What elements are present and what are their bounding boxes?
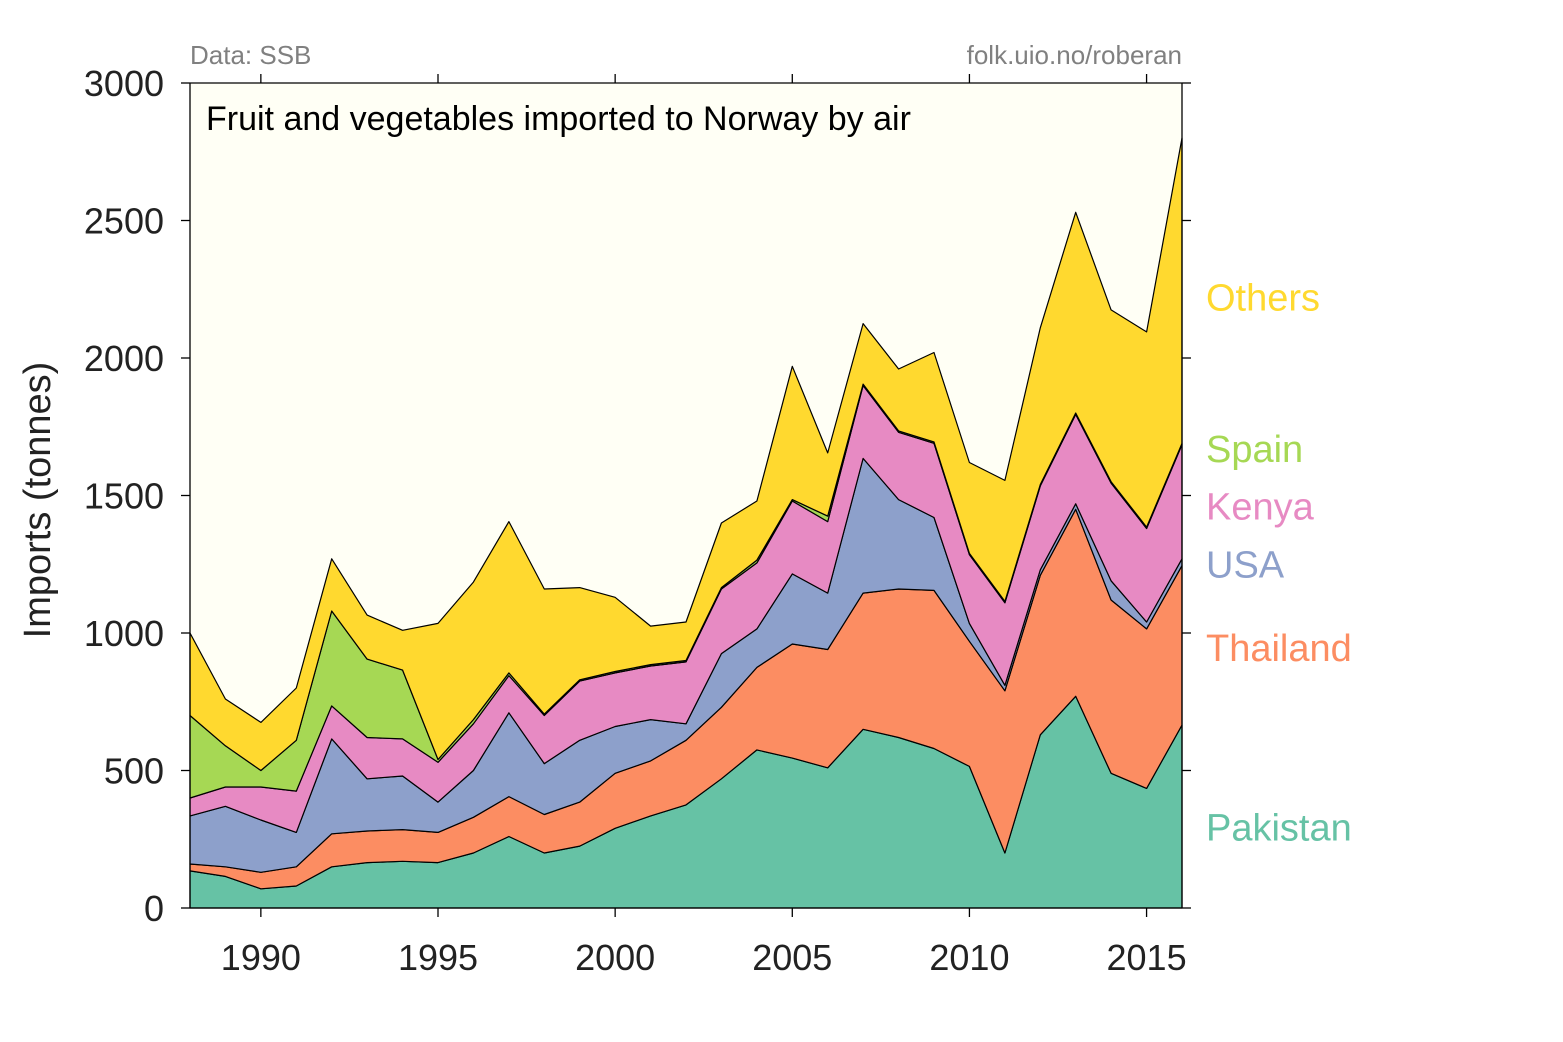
x-tick-label: 2005 (752, 937, 832, 978)
source-note: Data: SSB (190, 40, 311, 70)
y-tick-label: 3000 (84, 63, 164, 104)
series-label-pakistan: Pakistan (1206, 808, 1352, 850)
x-tick-label: 1990 (221, 937, 301, 978)
series-label-others: Others (1206, 278, 1320, 320)
series-labels: Pakistan Thailand USA Kenya Spain Others (1206, 278, 1352, 850)
y-tick-label: 1500 (84, 476, 164, 517)
series-label-kenya: Kenya (1206, 487, 1315, 529)
series-label-usa: USA (1206, 544, 1285, 586)
tick-marks (181, 74, 1191, 917)
y-tick-label: 500 (104, 751, 164, 792)
y-tick-label: 2000 (84, 338, 164, 379)
x-tick-label: 2000 (575, 937, 655, 978)
x-tick-labels: 1990 1995 2000 2005 2010 2015 (221, 937, 1187, 978)
series-label-thailand: Thailand (1206, 628, 1352, 670)
credit-note: folk.uio.no/roberan (967, 40, 1182, 70)
y-axis-label: Imports (tonnes) (17, 362, 59, 639)
x-tick-label: 1995 (398, 937, 478, 978)
y-tick-label: 1000 (84, 613, 164, 654)
series-label-spain: Spain (1206, 429, 1303, 471)
chart-title: Fruit and vegetables imported to Norway … (206, 100, 911, 138)
y-tick-label: 0 (144, 888, 164, 929)
x-tick-label: 2010 (929, 937, 1009, 978)
y-tick-label: 2500 (84, 201, 164, 242)
x-tick-label: 2015 (1107, 937, 1187, 978)
y-tick-labels: 0 500 1000 1500 2000 2500 3000 (84, 63, 164, 929)
